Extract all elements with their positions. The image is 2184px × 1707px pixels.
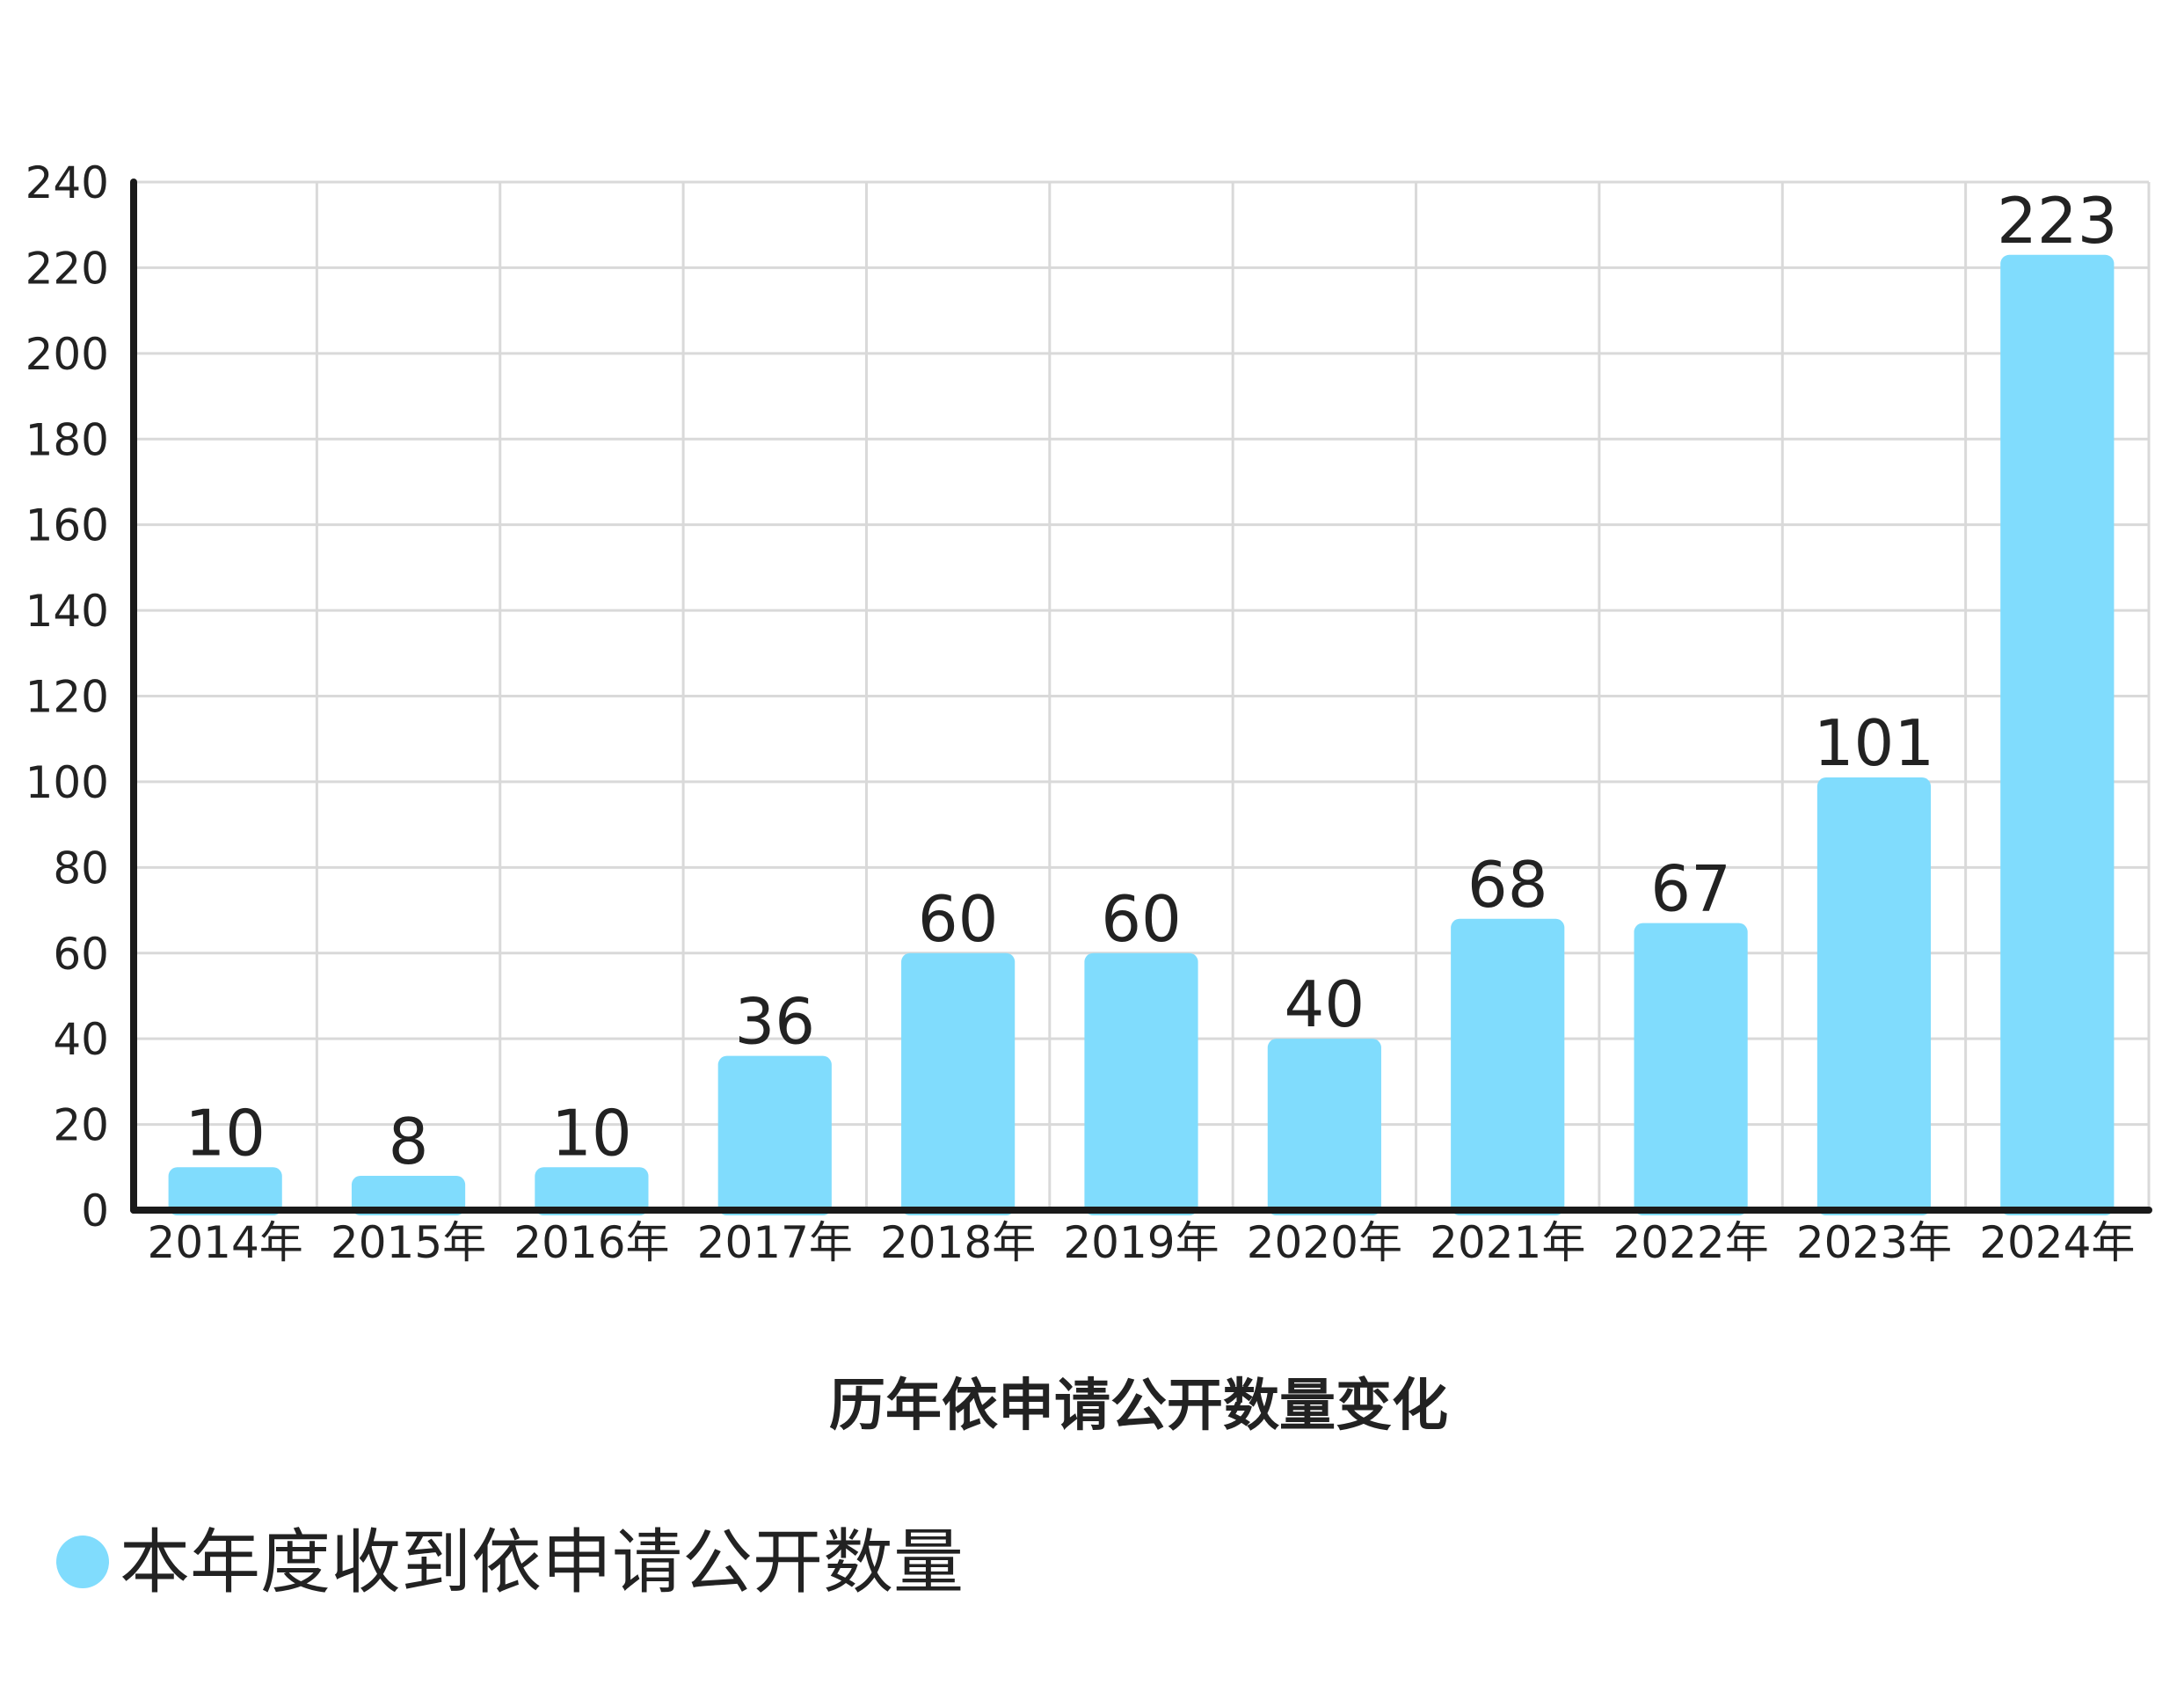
y-tick-label: 160 xyxy=(25,500,109,551)
y-tick-labels: 0 20 40 60 80 100 120 140 160 180 200 220 240 xyxy=(25,157,109,1236)
legend-swatch xyxy=(56,1536,109,1588)
x-tick-labels: 2014年 2015年 2016年 2017年 2018年 2019年 2020年 2021年… xyxy=(148,1217,2136,1268)
data-label: 10 xyxy=(185,1096,266,1170)
data-label: 60 xyxy=(918,882,999,956)
y-tick-label: 0 xyxy=(81,1185,109,1236)
data-label: 60 xyxy=(1101,882,1182,956)
legend: 本年度收到依申请公开数量 xyxy=(56,1521,964,1603)
y-tick-label: 100 xyxy=(25,757,109,808)
chart-title: 历年依申请公开数量变化 xyxy=(829,1374,1448,1439)
grid xyxy=(134,180,2151,1210)
x-tick-label: 2023年 xyxy=(1796,1217,1952,1268)
y-tick-label: 60 xyxy=(53,929,109,980)
bar xyxy=(1267,1039,1381,1215)
data-label: 68 xyxy=(1467,848,1548,922)
bar xyxy=(2000,254,2115,1215)
x-tick-label: 2018年 xyxy=(880,1217,1036,1268)
data-label: 36 xyxy=(734,985,815,1059)
x-tick-label: 2016年 xyxy=(513,1217,669,1268)
bar xyxy=(1084,952,1198,1215)
x-tick-label: 2024年 xyxy=(1979,1217,2135,1268)
bar xyxy=(1634,923,1748,1215)
y-tick-label: 200 xyxy=(25,329,109,380)
bar xyxy=(717,1055,832,1215)
legend-label: 本年度收到依申请公开数量 xyxy=(120,1521,964,1603)
y-tick-label: 40 xyxy=(53,1014,109,1065)
y-tick-label: 240 xyxy=(25,157,109,208)
x-tick-label: 2017年 xyxy=(697,1217,853,1268)
data-label: 40 xyxy=(1285,967,1365,1041)
axes xyxy=(130,179,2152,1214)
bar xyxy=(901,952,1016,1215)
y-tick-label: 220 xyxy=(25,243,109,294)
x-tick-label: 2015年 xyxy=(331,1217,486,1268)
bars xyxy=(168,254,2115,1215)
y-tick-label: 140 xyxy=(25,586,109,637)
data-label: 67 xyxy=(1650,852,1731,926)
x-tick-label: 2020年 xyxy=(1247,1217,1402,1268)
data-labels: 10 8 10 36 60 60 40 68 67 101 223 xyxy=(185,184,2117,1178)
data-label: 10 xyxy=(551,1096,632,1170)
x-tick-label: 2021年 xyxy=(1430,1217,1585,1268)
data-label: 223 xyxy=(1997,184,2117,258)
bar xyxy=(168,1167,282,1215)
bar xyxy=(351,1176,466,1215)
y-tick-label: 180 xyxy=(25,414,109,465)
bar xyxy=(1451,918,1565,1215)
y-tick-label: 20 xyxy=(53,1100,109,1151)
x-tick-label: 2022年 xyxy=(1613,1217,1768,1268)
x-tick-label: 2019年 xyxy=(1063,1217,1219,1268)
bar xyxy=(1816,777,1932,1215)
y-tick-label: 120 xyxy=(25,672,109,723)
data-label: 101 xyxy=(1814,706,1934,780)
x-tick-label: 2014年 xyxy=(148,1217,303,1268)
y-tick-label: 80 xyxy=(53,843,109,894)
bar xyxy=(535,1167,649,1215)
data-label: 8 xyxy=(389,1105,429,1178)
